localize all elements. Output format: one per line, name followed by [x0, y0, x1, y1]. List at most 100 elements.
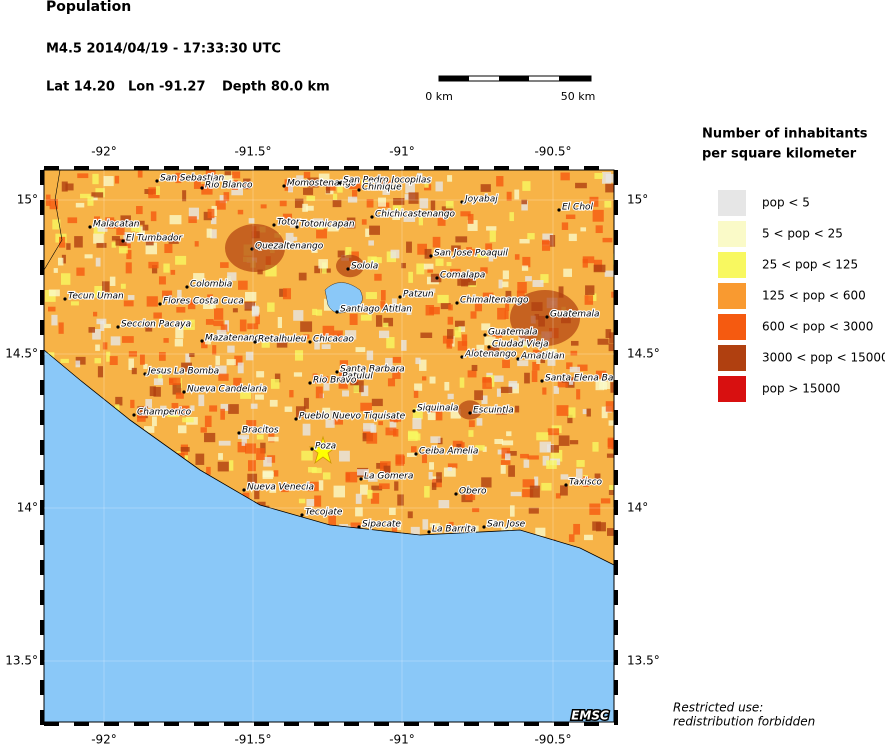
pop-cell: [502, 270, 509, 280]
pop-cell: [467, 525, 479, 533]
city-label: Santa Elena Ba: [545, 374, 613, 384]
frame-tick: [40, 500, 44, 515]
pop-cell: [59, 236, 66, 248]
pop-cell: [484, 336, 496, 346]
pop-cell: [277, 316, 282, 329]
pop-cell: [153, 387, 161, 397]
pop-cell: [506, 191, 512, 201]
pop-cell: [205, 319, 214, 325]
pop-cell: [194, 241, 199, 247]
pop-cell: [403, 217, 416, 222]
pop-cell: [438, 500, 450, 509]
legend-label: 5 < pop < 25: [762, 227, 843, 241]
pop-cell: [51, 314, 58, 326]
pop-cell: [215, 200, 226, 210]
pop-cell: [328, 514, 337, 527]
pop-cell: [455, 236, 468, 243]
pop-cell: [158, 370, 163, 383]
pop-cell: [470, 311, 477, 319]
pop-cell: [193, 273, 205, 281]
pop-cell: [204, 432, 216, 443]
city-dot: [429, 254, 433, 258]
pop-cell: [198, 394, 205, 407]
frame-tick: [314, 166, 329, 170]
pop-cell: [605, 401, 614, 412]
pop-cell: [410, 446, 417, 453]
pop-cell: [601, 406, 608, 419]
frame-tick: [284, 722, 299, 726]
pop-cell: [556, 405, 569, 416]
city-dot: [370, 215, 374, 219]
pop-cell: [127, 295, 135, 300]
pop-cell: [360, 402, 372, 412]
pop-cell: [474, 301, 483, 312]
pop-cell: [75, 202, 85, 208]
pop-cell: [363, 423, 375, 432]
pop-cell: [247, 323, 259, 330]
pop-cell: [244, 301, 256, 311]
frame-tick: [194, 722, 209, 726]
pop-cell: [203, 301, 213, 310]
pop-cell: [422, 211, 434, 216]
pop-cell: [448, 304, 453, 311]
pop-cell: [408, 192, 419, 204]
city-dot: [295, 225, 299, 229]
pop-cell: [502, 359, 510, 369]
frame-tick: [164, 166, 179, 170]
pop-cell: [521, 200, 528, 211]
pop-cell: [200, 427, 207, 433]
lat-tick-label: 14°: [17, 501, 38, 515]
pop-cell: [314, 495, 322, 507]
city-dot: [200, 339, 204, 343]
pop-cell: [136, 414, 146, 422]
city-label: Champerico: [137, 408, 192, 418]
pop-cell: [339, 360, 349, 367]
city-dot: [359, 477, 363, 481]
frame-tick: [40, 650, 44, 665]
pop-cell: [320, 376, 329, 383]
city-label: Rio Blanco: [205, 181, 253, 191]
pop-cell: [424, 486, 430, 498]
frame-tick: [40, 170, 44, 185]
pop-cell: [384, 210, 396, 217]
pop-cell: [135, 226, 141, 232]
pop-cell: [195, 453, 205, 465]
pop-cell: [206, 466, 211, 475]
pop-cell: [583, 476, 589, 487]
frame-tick: [584, 166, 599, 170]
pop-cell: [152, 416, 157, 427]
pop-cell: [245, 351, 254, 361]
pop-cell: [346, 217, 356, 229]
pop-cell: [103, 323, 111, 329]
pop-cell: [595, 370, 607, 379]
pop-cell: [114, 175, 120, 184]
pop-cell: [118, 246, 128, 254]
frame-tick: [614, 710, 618, 725]
pop-cell: [223, 192, 230, 202]
pop-cell: [204, 338, 211, 345]
pop-cell: [466, 247, 472, 256]
pop-cell: [481, 477, 492, 488]
frame-tick: [40, 350, 44, 365]
pop-cell: [417, 172, 423, 180]
pop-cell: [447, 467, 452, 472]
pop-cell: [303, 334, 310, 339]
pop-cell: [474, 390, 484, 401]
pop-cell: [229, 460, 234, 471]
city-dot: [427, 530, 431, 534]
pop-cell: [486, 226, 497, 231]
pop-cell: [408, 271, 413, 283]
pop-cell: [430, 200, 436, 211]
pop-cell: [542, 387, 547, 395]
pop-cell: [301, 450, 313, 461]
pop-cell: [575, 182, 587, 189]
pop-cell: [366, 350, 374, 361]
pop-cell: [447, 316, 454, 325]
pop-cell: [205, 170, 216, 177]
pop-cell: [401, 339, 407, 351]
city-label: Taxisco: [569, 478, 603, 488]
pop-cell: [429, 306, 440, 315]
city-label: El Chol: [562, 203, 594, 213]
pop-cell: [536, 356, 541, 364]
pop-cell: [532, 280, 544, 287]
